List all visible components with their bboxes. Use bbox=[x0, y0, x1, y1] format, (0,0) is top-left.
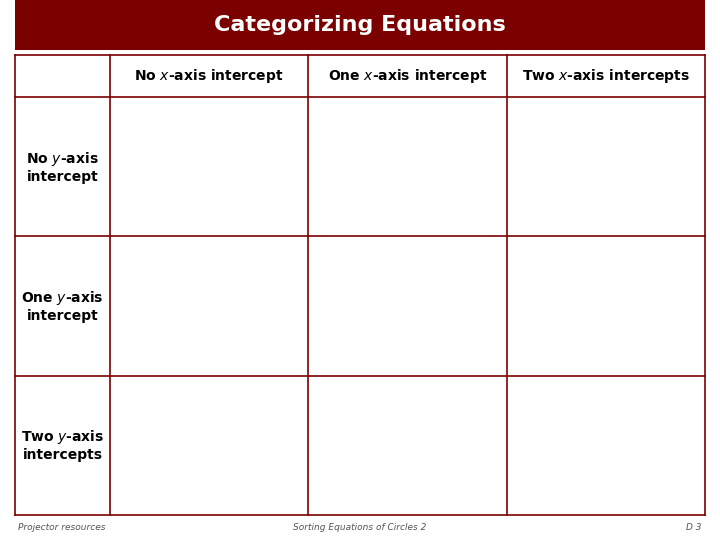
Bar bbox=[507, 55, 705, 97]
Bar bbox=[15, 376, 110, 515]
Bar bbox=[507, 376, 705, 515]
Text: Projector resources: Projector resources bbox=[18, 523, 106, 532]
Bar bbox=[110, 237, 308, 376]
Bar bbox=[308, 55, 507, 97]
Bar bbox=[110, 55, 308, 97]
Bar bbox=[15, 97, 110, 237]
Bar bbox=[110, 376, 308, 515]
Bar bbox=[308, 97, 507, 237]
Bar bbox=[507, 97, 705, 237]
Bar bbox=[110, 97, 308, 237]
Bar bbox=[507, 237, 705, 376]
Bar bbox=[15, 237, 110, 376]
Text: Two $\mathit{x}$-axis intercepts: Two $\mathit{x}$-axis intercepts bbox=[522, 67, 690, 85]
Bar bbox=[308, 376, 507, 515]
Bar bbox=[15, 0, 705, 50]
Text: No $\mathit{x}$-axis intercept: No $\mathit{x}$-axis intercept bbox=[135, 67, 284, 85]
Text: D 3: D 3 bbox=[686, 523, 702, 532]
Text: Categorizing Equations: Categorizing Equations bbox=[214, 15, 506, 35]
Text: One $\mathit{x}$-axis intercept: One $\mathit{x}$-axis intercept bbox=[328, 67, 487, 85]
Text: Sorting Equations of Circles 2: Sorting Equations of Circles 2 bbox=[293, 523, 427, 532]
Bar bbox=[308, 237, 507, 376]
Text: No $\mathit{y}$-axis
intercept: No $\mathit{y}$-axis intercept bbox=[26, 150, 99, 184]
Bar bbox=[15, 55, 110, 97]
Text: One $\mathit{y}$-axis
intercept: One $\mathit{y}$-axis intercept bbox=[21, 289, 104, 323]
Text: Two $\mathit{y}$-axis
intercepts: Two $\mathit{y}$-axis intercepts bbox=[21, 428, 104, 462]
